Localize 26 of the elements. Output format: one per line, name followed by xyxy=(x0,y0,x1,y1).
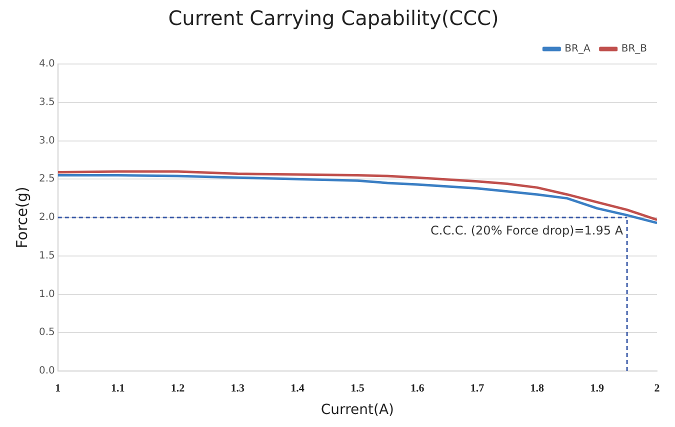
y-tick-label: 2.0 xyxy=(38,212,55,224)
x-tick-label: 1.2 xyxy=(170,382,186,394)
y-tick-label: 0.0 xyxy=(38,366,55,377)
x-tick-label: 1.9 xyxy=(590,382,604,394)
x-axis-title: Current(A) xyxy=(320,402,394,418)
y-tick-label: 0.5 xyxy=(38,327,55,338)
y-axis-title: Force(g) xyxy=(12,186,31,248)
y-tick-label: 3.5 xyxy=(38,96,55,108)
x-tick-label: 1 xyxy=(55,382,61,394)
x-tick-label: 2 xyxy=(654,382,660,394)
x-tick-label: 1.7 xyxy=(470,382,485,394)
x-tick-label: 1.8 xyxy=(530,382,545,394)
y-tick-label: 4.0 xyxy=(38,58,55,70)
y-tick-label: 2.5 xyxy=(38,174,55,185)
y-tick-label: 3.0 xyxy=(38,135,55,146)
legend-label: BR_A xyxy=(564,44,590,55)
ref-line-label: C.C.C. (20% Force drop)=1.95 A xyxy=(430,224,624,238)
x-tick-label: 1.1 xyxy=(110,382,125,394)
y-tick-label: 1.0 xyxy=(38,288,55,300)
x-tick-label: 1.6 xyxy=(410,382,425,394)
x-tick-label: 1.5 xyxy=(350,382,365,394)
y-tick-label: 1.5 xyxy=(38,250,55,262)
x-tick-label: 1.4 xyxy=(290,382,305,394)
chart-title: Current Carrying Capability(CCC) xyxy=(168,6,499,30)
x-tick-label: 1.3 xyxy=(230,382,246,394)
legend-label: BR_B xyxy=(621,44,648,55)
